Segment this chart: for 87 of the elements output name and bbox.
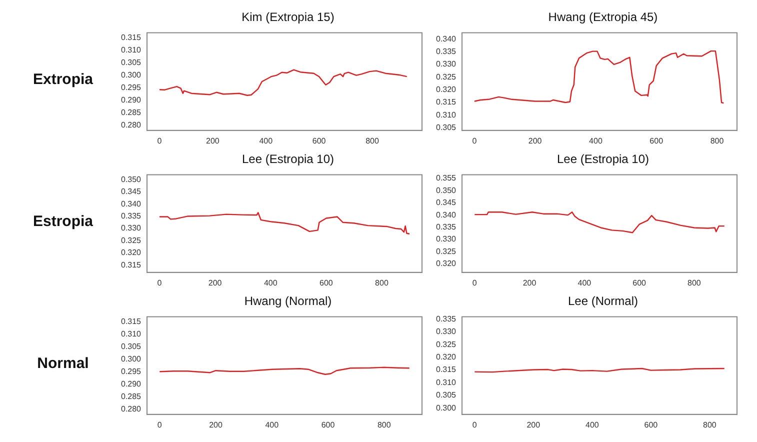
y-tick-label: 0.305 [436,390,457,400]
chart-title: Hwang (Extropia 45) [547,10,659,24]
chart-title: Hwang (Normal) [243,294,333,308]
x-tick-label: 400 [265,420,280,429]
x-tick-label: 400 [264,278,278,287]
y-tick-label: 0.310 [436,377,457,386]
y-tick-label: 0.295 [120,366,142,376]
chart-title: Lee (Estropia 10) [556,152,650,166]
x-tick-label: 800 [710,136,724,145]
y-tick-label: 0.305 [120,342,142,351]
y-tick-label: 0.295 [120,82,142,92]
x-tick-label: 200 [209,420,223,429]
y-tick-label: 0.320 [436,258,457,268]
y-tick-label: 0.285 [120,108,142,117]
x-tick-label: 0 [472,136,478,145]
y-tick-label: 0.285 [120,392,142,401]
y-tick-label: 0.300 [120,354,142,364]
y-tick-label: 0.335 [436,222,457,231]
y-tick-label: 0.315 [120,316,142,326]
chart-title: Lee (Estropia 10) [240,152,336,166]
y-tick-label: 0.310 [120,45,142,54]
x-tick-label: 600 [644,420,658,429]
x-tick-label: 600 [632,278,647,287]
x-tick-label: 200 [526,420,541,429]
y-tick-label: 0.305 [120,58,142,67]
x-tick-label: 400 [589,136,603,145]
x-tick-label: 200 [522,278,537,287]
y-tick-label: 0.330 [436,234,457,244]
x-tick-label: 600 [312,136,326,145]
y-tick-label: 0.325 [436,72,457,81]
y-tick-label: 0.325 [436,339,457,348]
y-tick-label: 0.345 [436,198,457,207]
y-tick-label: 0.335 [120,210,142,220]
y-tick-label: 0.280 [120,404,142,414]
x-tick-label: 200 [206,136,220,145]
y-tick-label: 0.310 [436,110,457,119]
x-tick-label: 0 [472,420,478,429]
y-tick-label: 0.290 [120,379,142,388]
x-tick-label: 600 [319,278,334,287]
x-tick-label: 800 [688,278,702,287]
chart-title: Kim (Extropia 15) [240,10,336,24]
y-tick-label: 0.320 [120,248,142,257]
y-tick-label: 0.340 [436,210,457,219]
y-tick-label: 0.315 [120,32,142,42]
y-tick-label: 0.330 [436,326,457,336]
y-tick-label: 0.315 [436,364,457,374]
x-tick-label: 400 [259,136,274,145]
chart-title: Lee (Normal) [566,294,640,308]
y-tick-label: 0.310 [120,329,142,338]
y-tick-label: 0.335 [436,314,457,324]
y-tick-label: 0.340 [120,198,142,208]
x-tick-label: 400 [585,420,600,429]
y-tick-label: 0.345 [120,186,142,196]
x-tick-label: 200 [528,136,542,145]
y-tick-label: 0.315 [120,260,142,269]
y-tick-label: 0.320 [436,352,457,362]
x-tick-label: 400 [578,278,592,287]
y-axis-title: Estropia [32,212,94,230]
y-tick-label: 0.350 [120,174,142,184]
x-tick-label: 600 [650,136,664,145]
x-tick-label: 200 [208,278,222,287]
y-tick-label: 0.320 [436,84,457,94]
y-tick-label: 0.350 [436,185,457,194]
y-tick-label: 0.325 [120,235,142,244]
x-tick-label: 600 [321,420,336,429]
y-tick-label: 0.325 [436,246,457,256]
y-axis-title: Extropia [32,70,94,88]
y-tick-label: 0.300 [436,402,457,412]
x-tick-label: 800 [703,420,717,429]
x-tick-label: 0 [472,278,478,287]
y-axis-title: Normal [36,354,90,372]
x-tick-label: 800 [366,136,380,145]
y-tick-label: 0.280 [120,120,142,130]
y-tick-label: 0.290 [120,95,142,104]
x-tick-label: 0 [157,136,162,145]
x-tick-label: 0 [157,420,162,429]
x-tick-label: 800 [377,420,392,429]
x-tick-label: 0 [157,278,162,287]
y-tick-label: 0.355 [436,173,457,182]
y-tick-label: 0.340 [436,34,457,43]
y-tick-label: 0.335 [436,46,457,56]
y-tick-label: 0.300 [120,70,142,80]
y-tick-label: 0.330 [120,223,142,232]
y-tick-label: 0.305 [436,122,457,132]
x-tick-label: 800 [375,278,389,287]
y-tick-label: 0.330 [436,59,457,68]
y-tick-label: 0.315 [436,97,457,106]
